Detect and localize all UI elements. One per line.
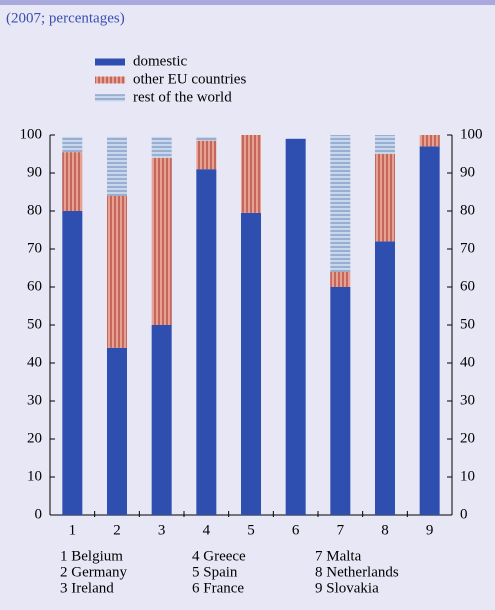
bar-segment — [330, 135, 351, 272]
bar-segment — [375, 241, 395, 515]
bar-segment — [196, 140, 217, 170]
y2-tick-label: 100 — [460, 126, 483, 142]
note: 2 Germany — [60, 564, 128, 580]
x-tick-label: 3 — [158, 522, 166, 538]
bar-segment — [196, 169, 217, 515]
y-tick-label: 40 — [27, 354, 42, 370]
note: 9 Slovakia — [315, 580, 379, 596]
legend-swatch — [95, 58, 125, 66]
y-tick-label: 90 — [27, 164, 42, 180]
y-tick-label: 80 — [27, 202, 42, 218]
y-tick-label: 30 — [27, 392, 42, 408]
bar-segment — [107, 136, 127, 196]
bar-segment — [241, 135, 261, 213]
bar-segment — [151, 136, 172, 158]
x-tick-label: 7 — [337, 522, 345, 538]
y-tick-label: 50 — [27, 316, 42, 332]
y-tick-label: 100 — [20, 126, 43, 142]
note: 3 Ireland — [60, 580, 114, 596]
bar-segment — [151, 157, 172, 325]
legend-label: domestic — [133, 53, 187, 69]
y-tick-label: 10 — [27, 468, 42, 484]
x-tick-label: 5 — [247, 522, 255, 538]
bar-segment — [62, 152, 83, 211]
bar-segment — [330, 287, 351, 515]
x-tick-label: 1 — [69, 522, 77, 538]
legend-swatch — [95, 94, 125, 102]
y-tick-label: 70 — [27, 240, 42, 256]
x-tick-label: 9 — [426, 522, 434, 538]
bar-segment — [107, 195, 127, 348]
y2-tick-label: 80 — [460, 202, 475, 218]
bar-segment — [375, 135, 395, 154]
bar-segment — [330, 271, 351, 287]
chart-subtitle: (2007; percentages) — [6, 10, 125, 26]
x-tick-label: 2 — [113, 522, 121, 538]
y2-tick-label: 20 — [460, 430, 475, 446]
y2-tick-label: 30 — [460, 392, 475, 408]
bar-segment — [62, 136, 83, 153]
y2-tick-label: 70 — [460, 240, 475, 256]
bar-segment — [62, 211, 83, 515]
note: 8 Netherlands — [315, 564, 399, 580]
bar-segment — [241, 212, 261, 515]
bar-segment — [107, 347, 127, 515]
y2-tick-label: 10 — [460, 468, 475, 484]
legend-swatch — [95, 76, 125, 84]
bar-segment — [196, 136, 217, 141]
bar-segment — [419, 146, 440, 515]
legend-label: other EU countries — [133, 71, 246, 87]
bar-segment — [151, 325, 172, 515]
y2-tick-label: 90 — [460, 164, 475, 180]
y-tick-label: 0 — [35, 506, 43, 522]
y2-tick-label: 50 — [460, 316, 475, 332]
bar-segment — [285, 138, 306, 516]
legend-label: rest of the world — [133, 89, 232, 105]
note: 1 Belgium — [60, 548, 123, 564]
y2-tick-label: 60 — [460, 278, 475, 294]
y2-tick-label: 40 — [460, 354, 475, 370]
bar-segment — [375, 154, 395, 242]
y-tick-label: 20 — [27, 430, 42, 446]
x-tick-label: 4 — [203, 522, 211, 538]
x-tick-label: 6 — [292, 522, 300, 538]
top-strip — [0, 0, 495, 5]
x-tick-label: 8 — [381, 522, 389, 538]
note: 6 France — [192, 580, 244, 596]
note: 5 Spain — [192, 564, 238, 580]
bar-segment — [419, 135, 440, 147]
note: 7 Malta — [315, 548, 362, 564]
y2-tick-label: 0 — [460, 506, 468, 522]
y-tick-label: 60 — [27, 278, 42, 294]
note: 4 Greece — [192, 548, 246, 564]
